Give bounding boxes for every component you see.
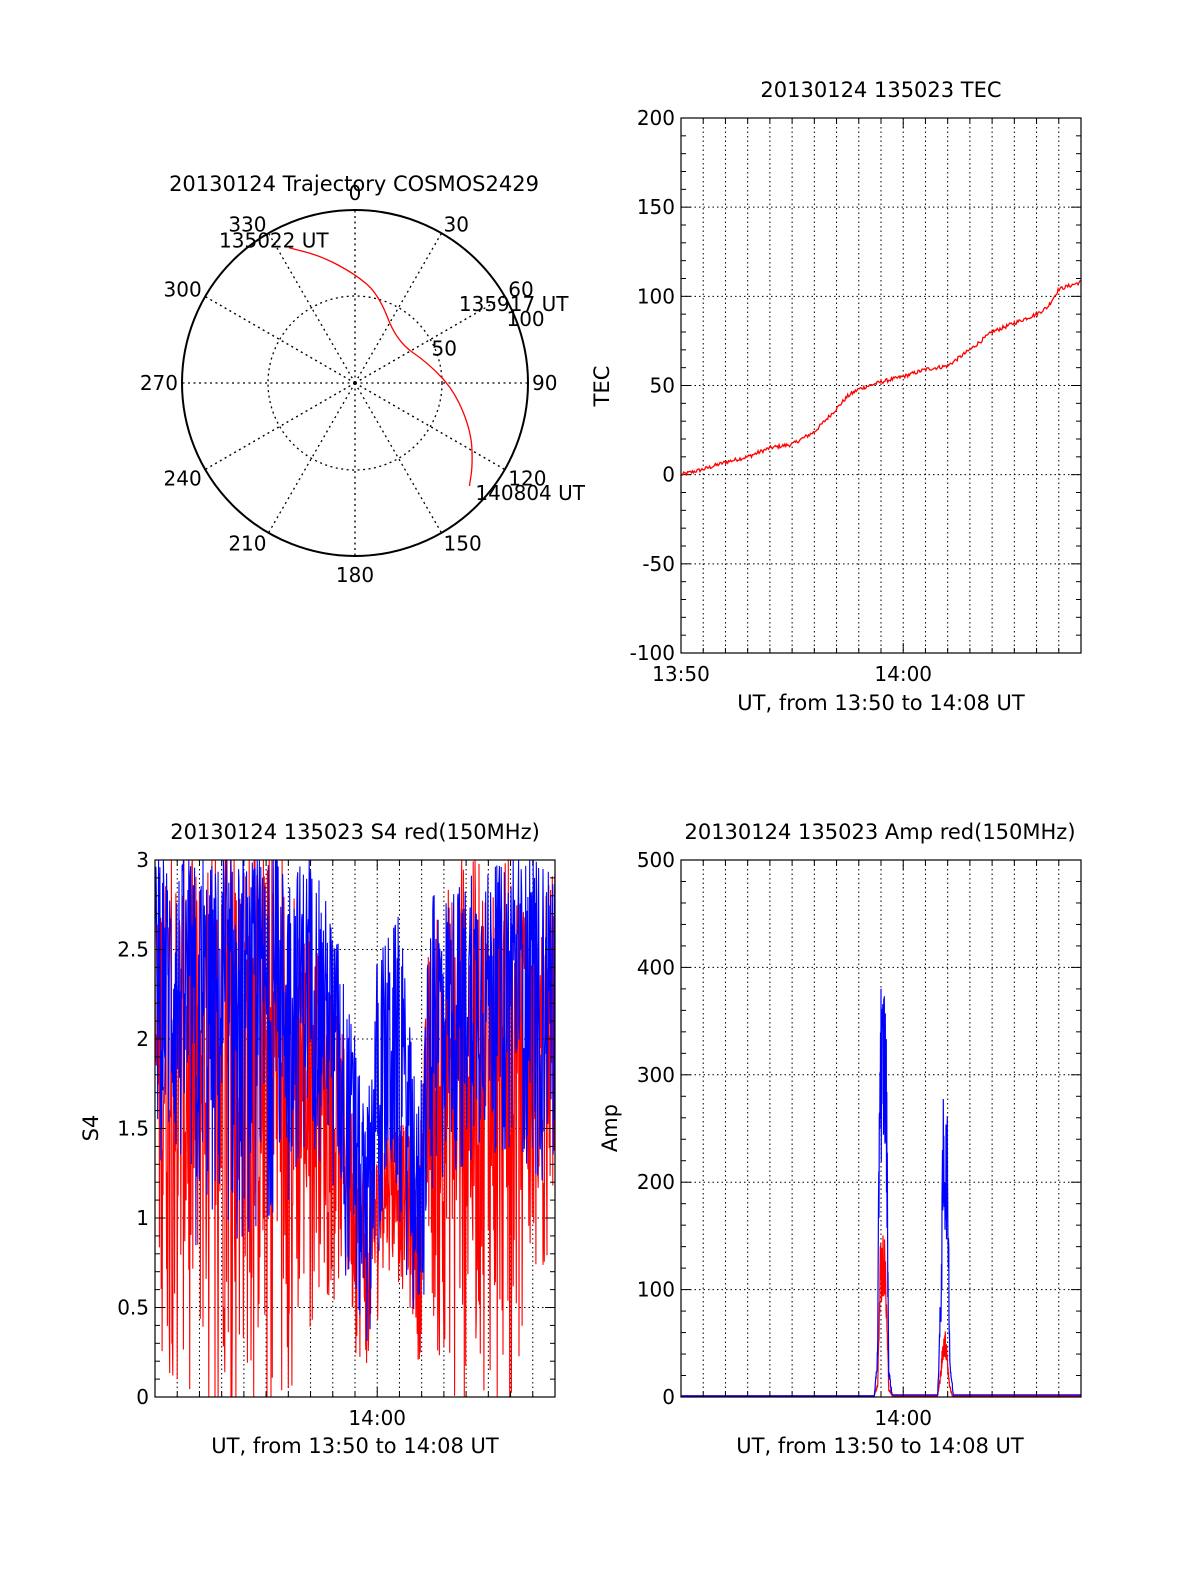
- y-tick-label: 0: [662, 463, 675, 487]
- trajectory-line: [288, 247, 473, 487]
- tec-xlabel: UT, from 13:50 to 14:08 UT: [737, 691, 1025, 715]
- y-tick-label: 0.5: [117, 1296, 149, 1320]
- s4-panel: 20130124 135023 S4 red(150MHz) 0 0.5 1 1.5 2…: [79, 820, 556, 1458]
- trajectory-spoke: [354, 382, 506, 471]
- amp-panel: 20130124 135023 Amp red(150MHz) 0 100 200 3…: [598, 820, 1082, 1458]
- tec-line: [680, 280, 1082, 477]
- x-tick-label: 13:50: [652, 662, 710, 686]
- y-tick-label: 400: [637, 955, 675, 979]
- y-tick-label: 1: [136, 1206, 149, 1230]
- trajectory-azimuth-label: 90: [532, 371, 557, 395]
- s4-xlabel: UT, from 13:50 to 14:08 UT: [211, 1434, 499, 1458]
- amp-series-blue: [681, 988, 1081, 1397]
- trajectory-azimuth-label: 240: [164, 467, 202, 491]
- trajectory-azimuth-label: 330: [228, 213, 266, 237]
- trajectory-radial-labels: 50 100: [432, 307, 545, 361]
- amp-xlabel: UT, from 13:50 to 14:08 UT: [736, 1434, 1024, 1458]
- tec-title: 20130124 135023 TEC: [760, 78, 1001, 102]
- tec-x-ticks: 13:50 14:00: [652, 118, 1082, 686]
- y-tick-label: 500: [637, 848, 675, 872]
- s4-series-blue: [154, 859, 556, 1342]
- trajectory-azimuth-label: 300: [164, 278, 202, 302]
- tec-grid: [681, 118, 1081, 653]
- x-tick-label: 14:00: [874, 662, 932, 686]
- y-tick-label: -100: [630, 641, 675, 665]
- y-tick-label: 2.5: [117, 938, 149, 962]
- trajectory-azimuth-label: 60: [508, 278, 533, 302]
- tec-y-ticks: -100 -50 0 50 100 150 200: [630, 106, 1081, 665]
- amp-grid: [681, 860, 1081, 1397]
- trajectory-spoke: [267, 232, 356, 384]
- trajectory-azimuth-label: 180: [336, 563, 374, 587]
- trajectory-azimuth-label: 270: [140, 371, 178, 395]
- trajectory-azimuth-label: 0: [349, 181, 362, 205]
- trajectory-azimuth-label: 210: [228, 531, 266, 555]
- amp-axes-box: [680, 859, 1082, 1398]
- s4-y-ticks: 0 0.5 1 1.5 2 2.5 3: [117, 848, 555, 1409]
- y-tick-label: 50: [650, 374, 675, 398]
- trajectory-spoke: [267, 382, 356, 534]
- tec-panel: 20130124 135023 TEC -100-50050100150200 …: [590, 78, 1082, 715]
- trajectory-radial-label: 50: [432, 336, 457, 360]
- trajectory-azimuth-label: 150: [444, 531, 482, 555]
- y-tick-label: 200: [637, 1170, 675, 1194]
- y-tick-label: 2: [136, 1027, 149, 1051]
- s4-title: 20130124 135023 S4 red(150MHz): [170, 820, 540, 844]
- trajectory-radial-label: 100: [506, 307, 544, 331]
- trajectory-grid: [181, 209, 529, 557]
- y-tick-label: 150: [637, 195, 675, 219]
- trajectory-panel: 20130124 Trajectory COSMOS2429 0 30 60 90 12…: [140, 172, 586, 587]
- trajectory-annotation: 140804 UT: [475, 481, 585, 505]
- y-tick-label: -50: [642, 552, 675, 576]
- tec-ylabel: TEC: [590, 366, 614, 408]
- trajectory-annotation: 135022 UT: [219, 229, 329, 253]
- s4-x-ticks: 14:00: [154, 860, 556, 1430]
- trajectory-spoke: [354, 232, 443, 384]
- s4-ylabel: S4: [79, 1115, 103, 1142]
- trajectory-spoke: [354, 295, 506, 384]
- y-tick-label: 3: [136, 848, 149, 872]
- trajectory-azimuth-label: 30: [444, 213, 469, 237]
- y-tick-label: 100: [637, 1278, 675, 1302]
- y-tick-label: 300: [637, 1063, 675, 1087]
- trajectory-azimuth-labels: 0 30 60 90 120 150 180 210 240 270 300 330: [140, 181, 558, 587]
- amp-ylabel: Amp: [598, 1104, 622, 1152]
- trajectory-spoke: [204, 295, 356, 384]
- y-tick-label: 0: [136, 1385, 149, 1409]
- trajectory-spoke: [354, 382, 443, 534]
- x-tick-label: 14:00: [874, 1406, 932, 1430]
- trajectory-spoke: [204, 382, 356, 471]
- trajectory-inner-ring: [267, 295, 443, 471]
- amp-title: 20130124 135023 Amp red(150MHz): [684, 820, 1075, 844]
- y-tick-label: 100: [637, 284, 675, 308]
- trajectory-azimuth-label: 120: [508, 467, 546, 491]
- y-tick-label: 200: [637, 106, 675, 130]
- tec-axes-box: [680, 117, 1082, 654]
- trajectory-outer-ring: [181, 209, 529, 557]
- trajectory-title: 20130124 Trajectory COSMOS2429: [169, 172, 539, 196]
- s4-axes-box: [154, 859, 556, 1398]
- amp-y-ticks: 0 100 200 300 400 500: [637, 848, 1081, 1409]
- trajectory-annotation: 135917 UT: [459, 292, 569, 316]
- trajectory-annotations: 135022 UT 135917 UT 140804 UT: [219, 229, 586, 505]
- x-tick-label: 14:00: [348, 1406, 406, 1430]
- y-tick-label: 1.5: [117, 1117, 149, 1141]
- y-tick-label: 0: [662, 1385, 675, 1409]
